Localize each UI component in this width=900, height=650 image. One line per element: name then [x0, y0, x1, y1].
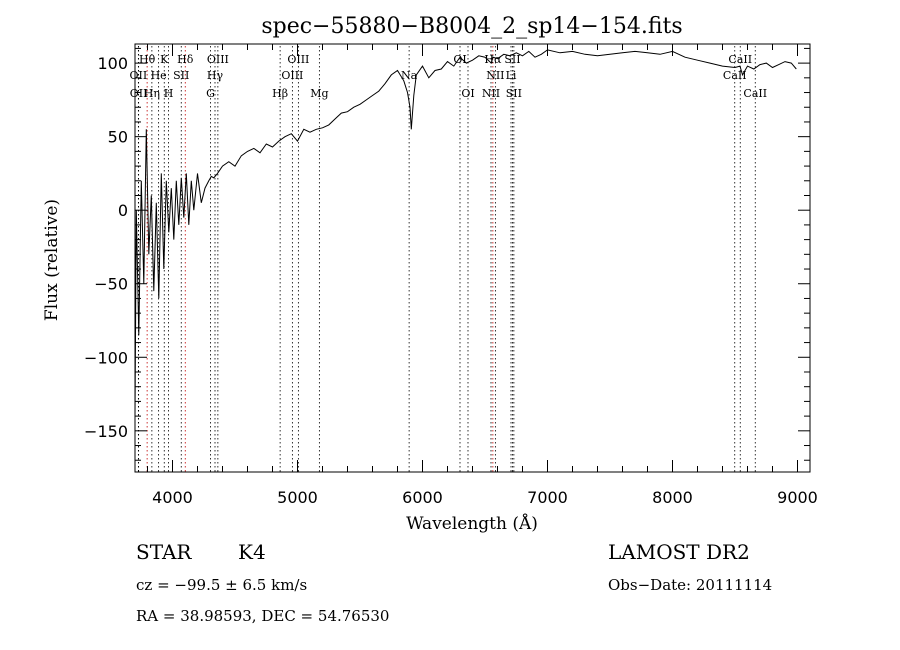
- observation-date: Obs−Date: 20111114: [608, 576, 772, 594]
- line-marker-label-top_row3-0: OII: [130, 87, 148, 100]
- line-marker-label-top_row1-8: CaII: [728, 53, 752, 66]
- line-marker-label-top_row3-7: NII: [482, 87, 500, 100]
- line-marker-label-top_row3-9: CaII: [743, 87, 767, 100]
- line-marker-label-top_row1-1: K: [160, 53, 169, 66]
- line-marker-label-top_row2-1: He: [151, 69, 167, 82]
- line-marker-label-top_row2-4: OIII: [281, 69, 303, 82]
- line-marker-label-top_row2-5: Na: [401, 69, 418, 82]
- y-axis-label: Flux (relative): [42, 199, 62, 321]
- line-marker-label-top_row3-3: G: [206, 87, 215, 100]
- line-marker-label-top_row3-4: Hβ: [272, 87, 288, 100]
- line-marker-label-top_row2-7: Li: [506, 69, 517, 82]
- x-tick-label-7000: 7000: [527, 488, 568, 507]
- line-marker-label-top_row1-4: OIII: [287, 53, 309, 66]
- plot-frame: [134, 43, 811, 473]
- line-marker-label-top_row2-0: OII: [130, 69, 148, 82]
- axis-ticks: [135, 44, 810, 472]
- line-marker-label-top_row1-6: Hα: [484, 53, 502, 66]
- survey-name: LAMOST DR2: [608, 540, 750, 564]
- x-tick-label-6000: 6000: [402, 488, 443, 507]
- line-marker-label-top_row1-7: SII: [504, 53, 520, 66]
- x-tick-label-4000: 4000: [152, 488, 193, 507]
- line-marker-label-top_row3-5: Mg: [310, 87, 328, 100]
- axis-tick-labels: 4000 5000 6000 7000 8000 9000 100 50 0 −50 −100 −15…: [84, 54, 818, 507]
- line-marker-label-top_row1-2: Hδ: [177, 53, 194, 66]
- line-marker-label-top_row2-3: Hγ: [207, 69, 224, 82]
- y-tick-label-100: 100: [97, 54, 128, 73]
- line-marker-label-top_row1-0: Hθ: [139, 53, 156, 66]
- line-marker-label-top_row3-2: H: [164, 87, 174, 100]
- velocity-readout: cz = −99.5 ± 6.5 km/s: [136, 576, 307, 594]
- chart-title: spec−55880−B8004_2_sp14−154.fits: [261, 14, 682, 39]
- line-marker-label-top_row1-3: OIII: [207, 53, 229, 66]
- y-tick-label-50: 50: [108, 128, 128, 147]
- line-marker-label-top_row2-6: NII: [486, 69, 504, 82]
- line-marker-label-top_row3-8: SII: [506, 87, 522, 100]
- spectrum-series-line: [134, 49, 797, 417]
- object-subclass: K4: [238, 540, 266, 564]
- x-tick-label-9000: 9000: [777, 488, 818, 507]
- line-marker-label-top_row3-6: OI: [461, 87, 474, 100]
- x-axis-label: Wavelength (Å): [406, 513, 538, 534]
- line-marker-label-top_row3-1: Hη: [144, 87, 160, 100]
- object-class: STAR: [136, 540, 192, 564]
- coordinates-readout: RA = 38.98593, DEC = 54.76530: [136, 607, 389, 625]
- emission-line-markers: [137, 46, 756, 472]
- x-tick-label-5000: 5000: [277, 488, 318, 507]
- x-tick-label-8000: 8000: [652, 488, 693, 507]
- line-marker-label-top_row2-2: SII: [173, 69, 189, 82]
- y-tick-label-0: 0: [118, 201, 128, 220]
- y-tick-label--150: −150: [84, 422, 128, 441]
- line-marker-label-top_row2-8: CaII: [723, 69, 747, 82]
- y-tick-label--100: −100: [84, 348, 128, 367]
- y-tick-label--50: −50: [94, 275, 128, 294]
